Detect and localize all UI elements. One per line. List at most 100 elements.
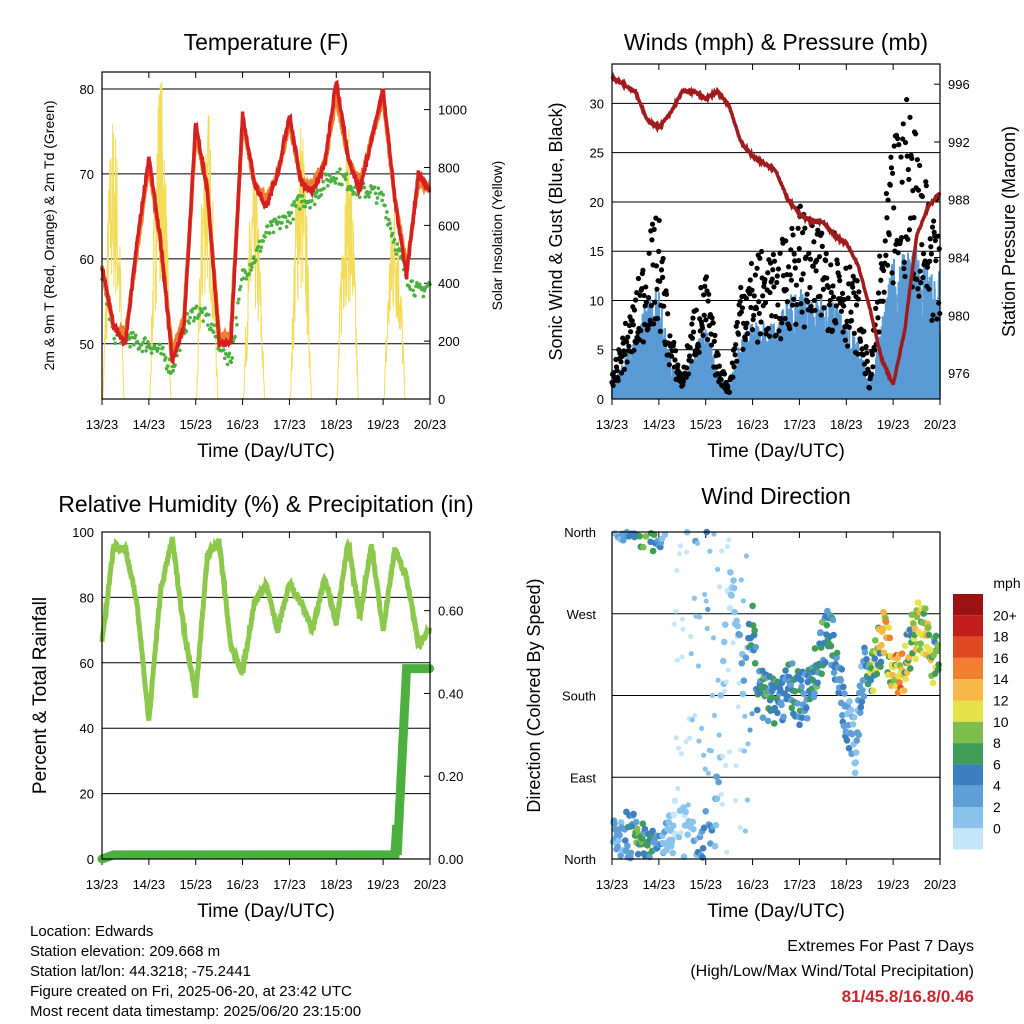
direction-point [701, 752, 707, 758]
gust-point [782, 315, 788, 322]
temperature-panel: Temperature (F) Time (Day/UTC) 13/23 14/23 1… [41, 29, 505, 462]
y-tick-label: 5 [597, 343, 604, 358]
gust-point [830, 283, 836, 289]
direction-point [667, 827, 674, 834]
gust-point [829, 327, 836, 333]
direction-point [877, 658, 885, 666]
direction-point [670, 811, 678, 818]
y2-tick-label: 0.40 [438, 686, 463, 701]
gust-point [699, 325, 706, 331]
direction-point [738, 659, 746, 667]
gust-point [647, 321, 653, 328]
dewpoint-point [227, 351, 232, 356]
gust-point [793, 321, 799, 327]
dewpoint-point [395, 242, 400, 246]
direction-point [617, 819, 625, 826]
gust-point [701, 292, 707, 298]
gust-point [926, 286, 932, 292]
gust-point [626, 322, 633, 329]
gust-point [933, 258, 939, 264]
gust-point [622, 352, 628, 358]
gust-point [869, 352, 875, 358]
direction-point [728, 592, 735, 599]
created-text: Figure created on Fri, 2025-06-20, at 23… [30, 983, 352, 1000]
gust-point [769, 276, 775, 282]
gust-point [748, 304, 754, 311]
legend-swatch [953, 700, 983, 722]
gust-point [857, 338, 864, 344]
dewpoint-point [374, 201, 379, 205]
dewpoint-point [156, 346, 161, 351]
gust-point [706, 291, 712, 297]
gust-point [791, 251, 797, 257]
gust-point [778, 316, 784, 322]
dewpoint-point [237, 287, 242, 292]
gust-point [856, 289, 862, 295]
direction-panel: Wind Direction Time (Day/UTC) 13/23 14/23 15… [524, 483, 956, 922]
gust-point [851, 330, 857, 336]
gust-point [637, 292, 643, 298]
gust-point [755, 339, 761, 345]
dewpoint-point [236, 301, 240, 305]
direction-point [692, 712, 698, 719]
gust-point [839, 290, 846, 296]
gust-point [775, 266, 782, 272]
dewpoint-point [194, 304, 199, 309]
legend-label: 14 [993, 671, 1009, 687]
direction-point [734, 622, 741, 630]
direction-point [624, 842, 631, 850]
gust-point [700, 332, 706, 338]
gust-point [833, 320, 839, 326]
gust-point [778, 336, 784, 342]
dewpoint-point [340, 182, 344, 187]
gust-point [936, 246, 942, 252]
gust-point [725, 384, 731, 390]
dewpoint-point [315, 188, 320, 193]
dewpoint-point [385, 210, 389, 214]
winds-xlabel: Time (Day/UTC) [707, 441, 845, 462]
gust-point [796, 257, 802, 264]
dewpoint-point [191, 307, 195, 311]
gust-point [743, 295, 749, 301]
gust-point [823, 258, 829, 264]
direction-point [614, 843, 621, 850]
y-tick-label: 0 [597, 392, 604, 407]
dewpoint-point [363, 195, 368, 199]
direction-point [925, 631, 933, 639]
direction-point [925, 624, 932, 631]
direction-point [696, 614, 703, 620]
gust-point [836, 273, 842, 279]
gust-point [920, 274, 926, 281]
dewpoint-point [383, 203, 387, 208]
dewpoint-point [187, 321, 191, 325]
gust-point [675, 362, 681, 368]
dewpoint-point [264, 230, 268, 235]
direction-point [859, 677, 867, 684]
direction-point [674, 567, 680, 574]
legend-swatch [953, 636, 983, 658]
y2-tick-label: 600 [438, 218, 460, 233]
gust-point [850, 284, 856, 290]
gust-point [918, 280, 924, 286]
direction-point [901, 642, 909, 650]
legend-label: 18 [993, 629, 1009, 645]
gust-point [769, 313, 775, 319]
gust-point [823, 251, 829, 257]
gust-point [732, 352, 738, 358]
direction-point [704, 625, 710, 632]
gust-point [787, 326, 793, 332]
y2-tick-label: 1000 [438, 103, 467, 118]
direction-point [616, 831, 623, 839]
direction-point [742, 654, 750, 662]
dewpoint-point [161, 345, 165, 350]
gust-point [629, 318, 635, 324]
gust-point [814, 257, 820, 263]
gust-point [624, 339, 630, 345]
gust-point [735, 331, 742, 337]
gust-point [738, 309, 744, 315]
gust-point [888, 165, 895, 171]
direction-point [696, 738, 702, 744]
direction-point [742, 713, 748, 719]
direction-point [668, 836, 676, 844]
gust-point [614, 367, 620, 374]
